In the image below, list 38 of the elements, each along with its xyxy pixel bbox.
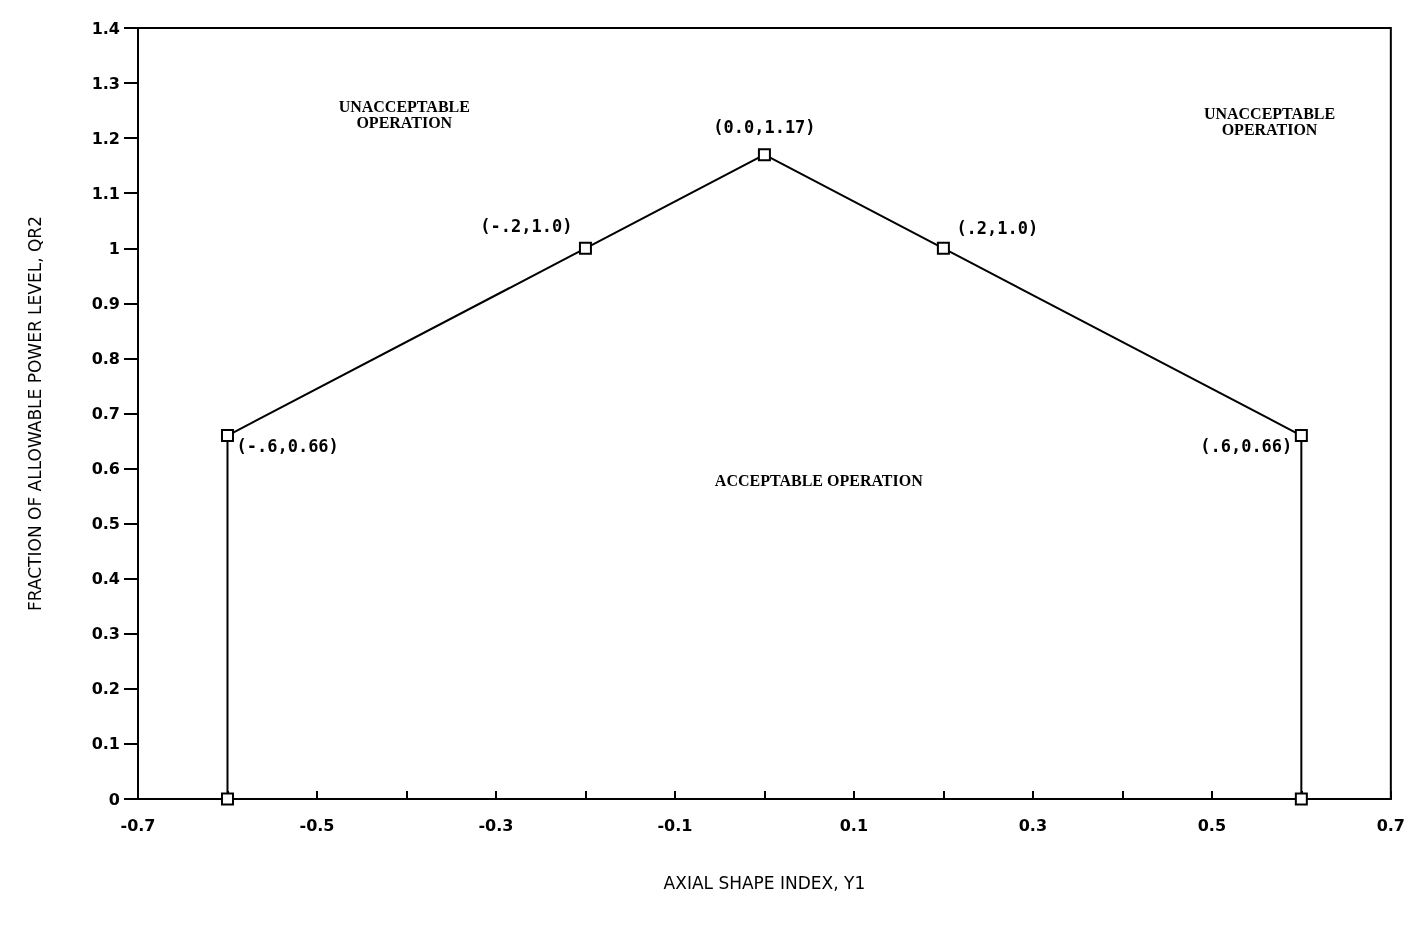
annotation: (.2,1.0) <box>956 218 1039 239</box>
y-tick-label: 0.4 <box>91 569 120 589</box>
y-tick-label: 0.9 <box>91 293 120 313</box>
x-tick-label: -0.7 <box>120 815 156 835</box>
y-tick-label: 0 <box>108 789 120 809</box>
x-tick-label: 0.5 <box>1197 815 1227 835</box>
y-tick-label: 1.3 <box>91 73 120 93</box>
y-tick-label: 0.2 <box>91 679 120 699</box>
annotation: (-.6,0.66) <box>236 435 339 456</box>
y-tick-label: 0.5 <box>91 514 120 534</box>
y-tick-label: 1.4 <box>91 18 120 38</box>
y-tick-label: 0.6 <box>91 459 120 479</box>
point <box>757 148 771 162</box>
x-tick-label: -0.3 <box>478 815 514 835</box>
annotation: (-.2,1.0) <box>480 216 573 237</box>
x-tick-label: 0.1 <box>839 815 869 835</box>
annotation: UNACCEPTABLE OPERATION <box>338 97 470 131</box>
point <box>1294 429 1308 443</box>
annotation: (.6,0.66) <box>1200 435 1293 456</box>
annotation: (0.0,1.17) <box>713 117 816 138</box>
point <box>936 241 950 255</box>
y-tick-label: 0.3 <box>91 624 120 644</box>
point <box>220 429 234 443</box>
annotation: UNACCEPTABLE OPERATION <box>1203 105 1336 139</box>
x-tick-label: 0.7 <box>1376 815 1405 835</box>
x-tick-label: -0.5 <box>299 815 335 835</box>
x-axis-title: AXIAL SHAPE INDEX, Y1 <box>663 872 866 893</box>
y-axis-title: FRACTION OF ALLOWABLE POWER LEVEL, QR2 <box>24 216 45 611</box>
y-tick-label: 0.7 <box>91 404 120 423</box>
y-tick-label: 0.1 <box>91 734 120 754</box>
annotation: ACCEPTABLE OPERATION <box>714 471 924 489</box>
y-tick-label: 1 <box>108 238 120 258</box>
x-tick-label: 0.3 <box>1018 815 1048 835</box>
y-tick-label: 0.8 <box>91 348 120 368</box>
y-tick-label: 1.2 <box>91 128 120 148</box>
x-tick-label: -0.1 <box>657 815 693 835</box>
y-tick-label: 1.1 <box>91 183 120 203</box>
point <box>578 241 592 255</box>
